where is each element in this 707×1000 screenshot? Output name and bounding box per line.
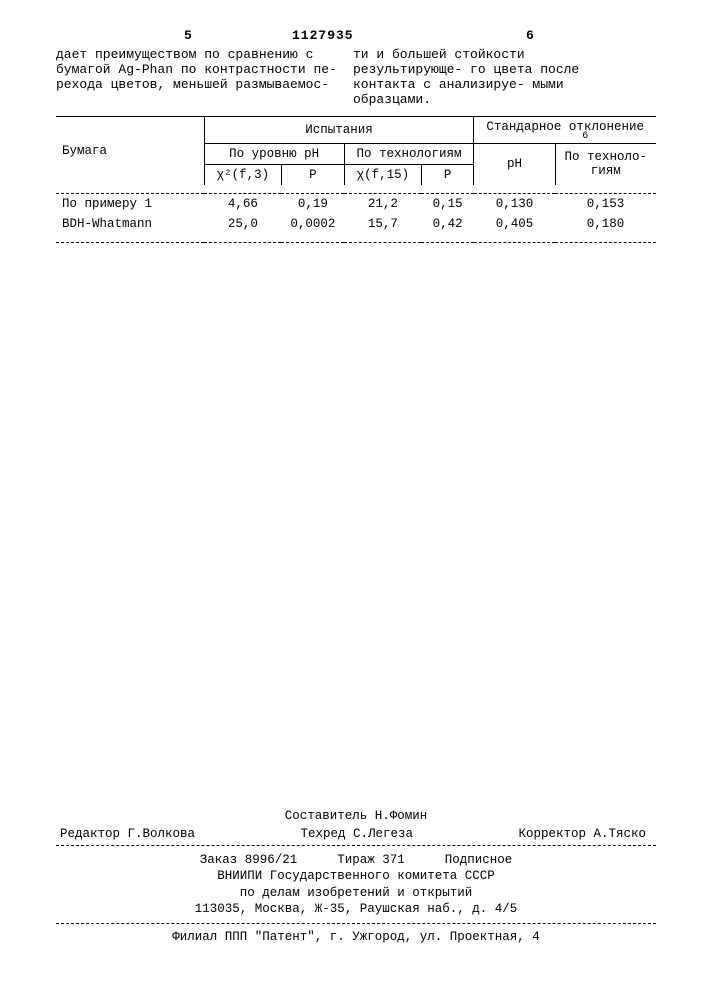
th-p1: P bbox=[281, 164, 344, 185]
footer: Составитель Н.Фомин Редактор Г.Волкова Т… bbox=[56, 809, 656, 944]
page-numbers: 5 1127935 6 bbox=[56, 28, 671, 46]
cell: 0,19 bbox=[281, 193, 344, 214]
th-bumaga: Бумага bbox=[56, 116, 204, 185]
cell: 0,153 bbox=[555, 193, 656, 214]
th-ispytaniya: Испытания bbox=[204, 116, 474, 143]
data-table-wrap: Бумага Испытания Стандарное отклонение 6… bbox=[56, 116, 656, 243]
page-num-right: 6 bbox=[526, 28, 534, 43]
body-columns: дает преимуществом по сравнению с бумаго… bbox=[56, 48, 671, 108]
cell-label: BDH-Whatmann bbox=[56, 214, 204, 234]
org-line-1: ВНИИПИ Государственного комитета СССР bbox=[56, 868, 656, 884]
cell: 0,405 bbox=[474, 214, 555, 234]
tirazh: Тираж 371 bbox=[337, 852, 405, 868]
cell: 0,130 bbox=[474, 193, 555, 214]
techred: Техред С.Легеза bbox=[300, 827, 413, 841]
document-number: 1127935 bbox=[292, 28, 354, 43]
compositor: Составитель Н.Фомин bbox=[56, 809, 656, 825]
cell-label: По примеру 1 bbox=[56, 193, 204, 214]
data-table: Бумага Испытания Стандарное отклонение 6… bbox=[56, 116, 656, 243]
th-po-ph: По уровню pH bbox=[204, 143, 344, 164]
cell: 0,0002 bbox=[281, 214, 344, 234]
th-tech2: По техноло- гиям bbox=[555, 143, 656, 185]
org-line-3: 113035, Москва, Ж-35, Раушская наб., д. … bbox=[56, 901, 656, 917]
th-x2: χ(f,15) bbox=[344, 164, 421, 185]
filial-row: Филиал ППП "Патент", г. Ужгород, ул. Про… bbox=[56, 923, 656, 944]
column-left: дает преимуществом по сравнению с бумаго… bbox=[56, 48, 338, 108]
credits-row: Редактор Г.Волкова Техред С.Легеза Корре… bbox=[56, 825, 656, 845]
cell: 15,7 bbox=[344, 214, 421, 234]
table-row: По примеру 1 4,66 0,19 21,2 0,15 0,130 0… bbox=[56, 193, 656, 214]
org-line-2: по делам изобретений и открытий bbox=[56, 885, 656, 901]
podpisnoe: Подписное bbox=[445, 852, 513, 868]
small-6: 6 bbox=[480, 134, 650, 140]
cell: 4,66 bbox=[204, 193, 281, 214]
editor: Редактор Г.Волкова bbox=[60, 827, 195, 841]
page: 5 1127935 6 дает преимуществом по сравне… bbox=[0, 0, 707, 1000]
table-row: BDH-Whatmann 25,0 0,0002 15,7 0,42 0,405… bbox=[56, 214, 656, 234]
cell: 0,15 bbox=[421, 193, 473, 214]
th-po-tech: По технологиям bbox=[344, 143, 474, 164]
th-x1: χ²(f,3) bbox=[204, 164, 281, 185]
cell: 0,180 bbox=[555, 214, 656, 234]
th-p2: P bbox=[421, 164, 473, 185]
cell: 21,2 bbox=[344, 193, 421, 214]
th-std: Стандарное отклонение 6 bbox=[474, 116, 656, 143]
cell: 0,42 bbox=[421, 214, 473, 234]
order-row: Заказ 8996/21 Тираж 371 Подписное ВНИИПИ… bbox=[56, 845, 656, 923]
page-num-left: 5 bbox=[184, 28, 192, 43]
column-right: ти и большей стойкости результирующе- го… bbox=[352, 48, 635, 108]
corrector: Корректор А.Тяско bbox=[518, 827, 646, 841]
cell: 25,0 bbox=[204, 214, 281, 234]
th-ph2: pH bbox=[474, 143, 555, 185]
order-num: Заказ 8996/21 bbox=[200, 852, 298, 868]
